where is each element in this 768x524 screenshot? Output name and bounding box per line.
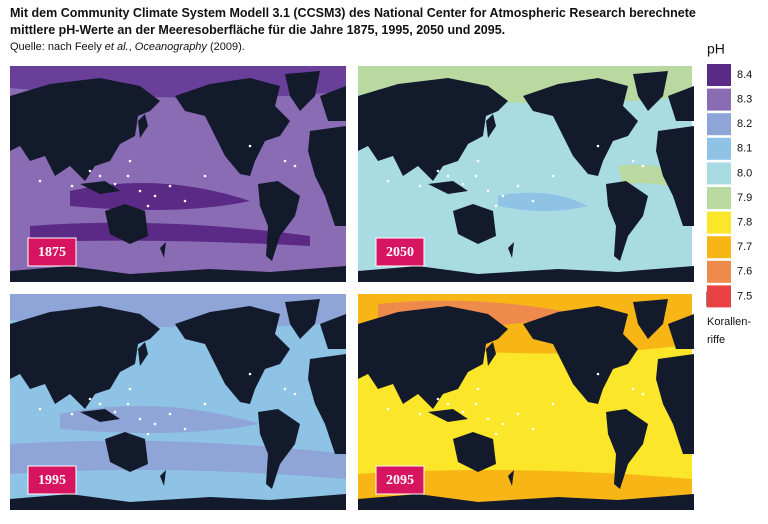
legend-label: 8.1 <box>737 143 752 155</box>
coral-label: riffe <box>707 334 725 346</box>
legend-swatch <box>707 162 731 185</box>
year-label: 2095 <box>386 473 414 488</box>
title-line: mittlere pH-Werte an der Meeresoberfläch… <box>10 23 505 37</box>
source-text: (2009). <box>207 41 245 53</box>
map-panel: 2095 <box>358 294 694 510</box>
year-label: 2050 <box>386 245 414 260</box>
legend: pH Korallen- riffe 8.4 8.3 8.2 8.1 8.0 7.9 7.8… <box>706 41 752 346</box>
source-text: , <box>129 41 135 53</box>
legend-swatch <box>707 137 731 160</box>
legend-label: 7.9 <box>737 192 752 204</box>
legend-label: 7.5 <box>737 290 752 302</box>
year-label: 1995 <box>38 473 66 488</box>
legend-swatch <box>707 285 731 308</box>
legend-swatch <box>707 236 731 259</box>
legend-title: pH <box>707 41 725 57</box>
legend-swatch <box>707 211 731 234</box>
legend-label: 8.2 <box>737 118 752 130</box>
title-line: Mit dem Community Climate System Modell … <box>10 6 696 20</box>
legend-label: 7.7 <box>737 241 752 253</box>
source-text: Oceanography <box>135 41 209 53</box>
source-text: Quelle: nach Feely <box>10 41 105 53</box>
legend-label: 8.4 <box>737 69 752 81</box>
legend-label: 8.0 <box>737 167 752 179</box>
map-panel: 1875 <box>10 66 346 282</box>
legend-swatch <box>707 88 731 111</box>
source: Quelle: nach Feely et al., Oceanography … <box>10 41 245 53</box>
legend-swatch <box>707 260 731 283</box>
coral-label: Korallen- <box>707 316 751 328</box>
map-panel: 1995 <box>10 294 346 510</box>
legend-swatch <box>707 64 731 86</box>
year-label: 1875 <box>38 245 66 260</box>
legend-swatch <box>707 187 731 209</box>
source-text: et al. <box>105 41 129 53</box>
map-panel: 2050 <box>358 66 694 282</box>
legend-label: 7.6 <box>737 266 752 278</box>
legend-label: 8.3 <box>737 94 752 106</box>
legend-swatch <box>707 113 731 136</box>
header: Mit dem Community Climate System Modell … <box>10 6 696 53</box>
legend-label: 7.8 <box>737 217 752 229</box>
